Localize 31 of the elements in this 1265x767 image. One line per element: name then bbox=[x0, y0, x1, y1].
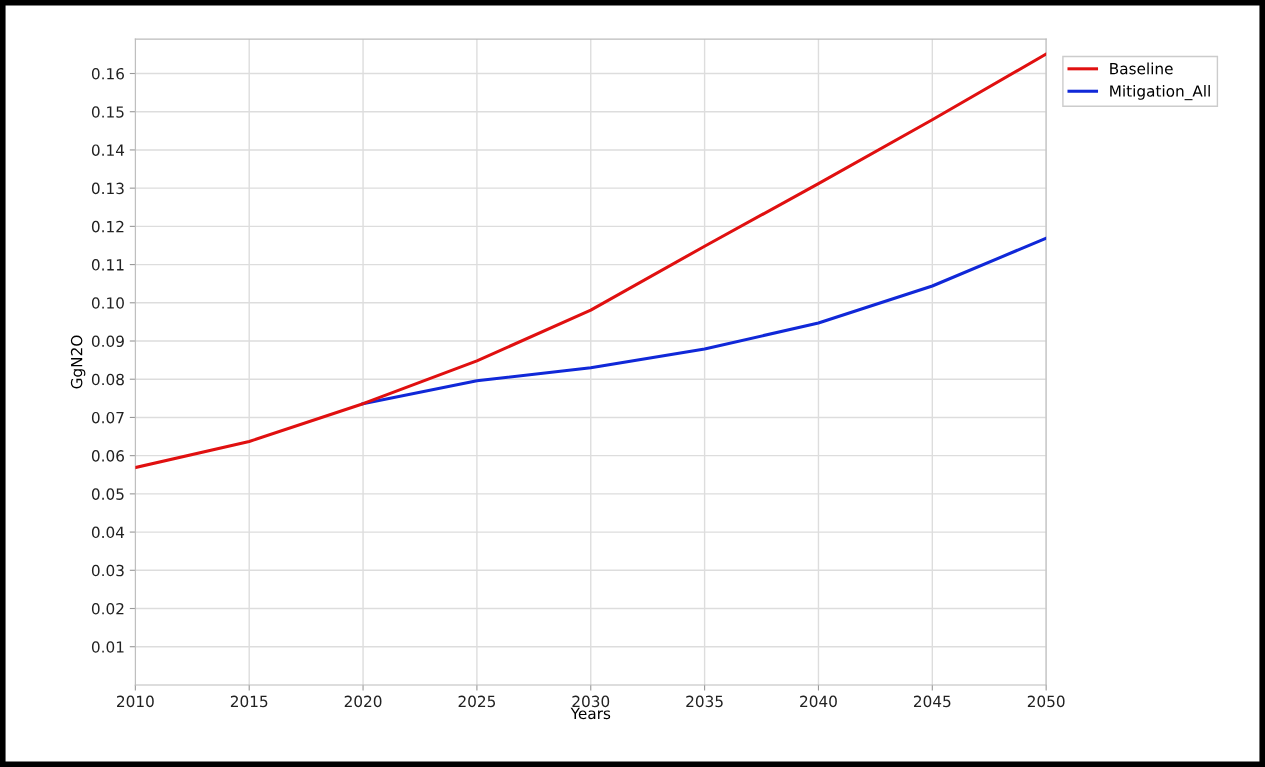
y-tick-label: 0.14 bbox=[91, 144, 125, 156]
y-tick-label: 0.05 bbox=[91, 488, 124, 500]
y-tick-label: 0.11 bbox=[91, 259, 124, 271]
x-axis-title: Years bbox=[570, 707, 611, 720]
y-tick-label: 0.09 bbox=[91, 335, 124, 348]
x-tick-label: 2015 bbox=[230, 695, 268, 708]
y-tick-label: 0.03 bbox=[91, 564, 124, 577]
line-series bbox=[361, 236, 1047, 406]
y-tick-label: 0.01 bbox=[91, 641, 124, 653]
y-tick-label: 0.07 bbox=[91, 411, 124, 424]
x-tick-label: 2020 bbox=[344, 695, 382, 708]
x-tick-label: 2050 bbox=[1027, 695, 1065, 708]
y-tick-label: 0.13 bbox=[91, 182, 124, 195]
x-tick-label: 2045 bbox=[913, 695, 951, 708]
line-series bbox=[135, 52, 1047, 470]
x-tick-label: 2030 bbox=[572, 695, 610, 708]
y-axis-title: GgN2O bbox=[70, 335, 86, 389]
legend-label: Baseline bbox=[1110, 62, 1173, 75]
legend-label: Mitigation_All bbox=[1110, 84, 1210, 101]
y-tick-label: 0.16 bbox=[91, 67, 124, 80]
y-tick-label: 0.02 bbox=[91, 602, 124, 615]
y-tick-label: 0.12 bbox=[91, 220, 124, 233]
y-tick-label: 0.04 bbox=[91, 526, 125, 539]
y-tick-label: 0.10 bbox=[91, 297, 124, 309]
x-tick-label: 2035 bbox=[686, 695, 723, 708]
y-tick-label: 0.06 bbox=[91, 450, 124, 462]
y-tick-label: 0.15 bbox=[91, 106, 124, 118]
y-tick-label: 0.08 bbox=[91, 373, 124, 386]
x-tick-label: 2010 bbox=[117, 695, 154, 708]
x-tick-label: 2025 bbox=[458, 695, 496, 708]
x-tick-label: 2040 bbox=[800, 695, 837, 708]
